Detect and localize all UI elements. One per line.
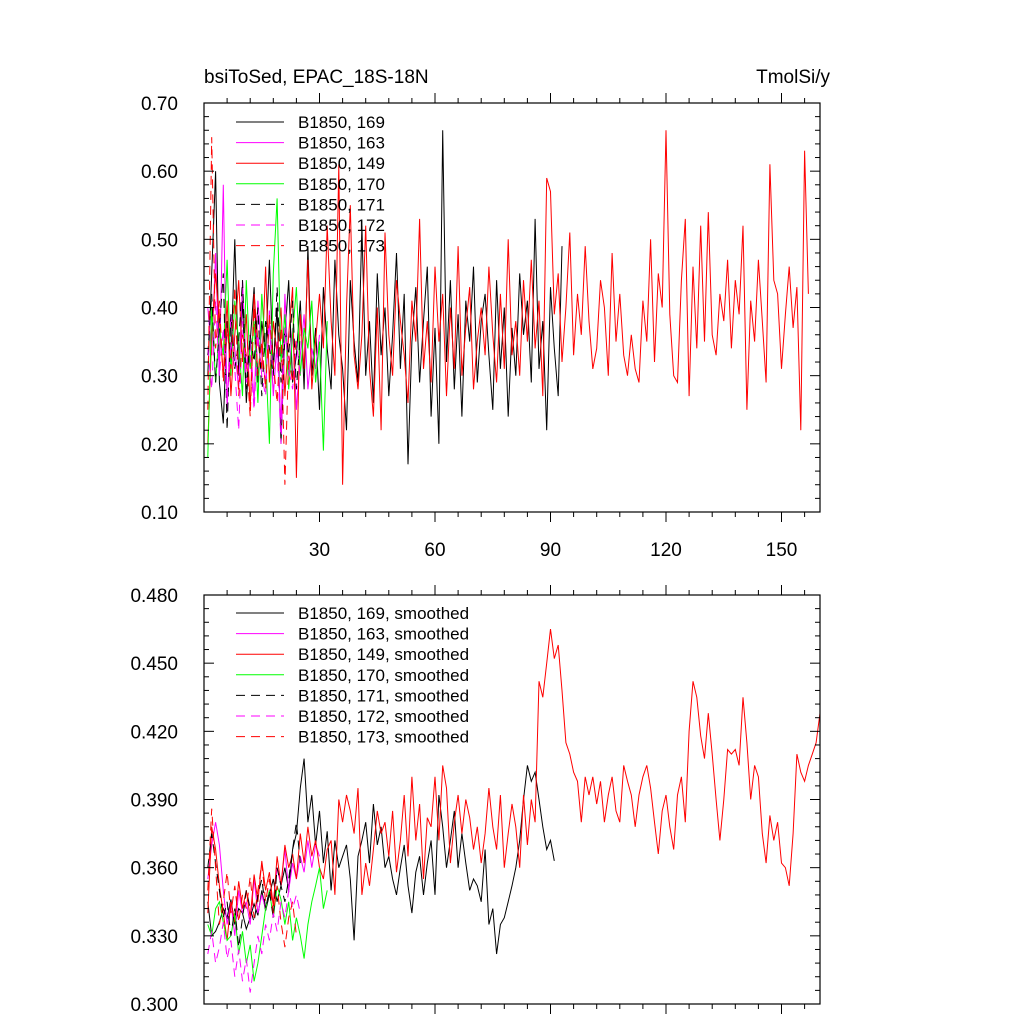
y-tick-label: 0.450 bbox=[130, 654, 178, 675]
series-line-4 bbox=[207, 198, 328, 458]
legend-label-6: B1850, 172, smoothed bbox=[298, 707, 469, 726]
series-line-5 bbox=[207, 822, 301, 948]
series-line-1 bbox=[207, 130, 563, 465]
series-line-7 bbox=[207, 808, 297, 948]
bottom-series-group bbox=[207, 629, 820, 993]
legend-label-1: B1850, 169 bbox=[298, 113, 385, 132]
y-tick-label: 0.10 bbox=[141, 503, 178, 524]
plot-frame bbox=[203, 102, 821, 513]
y-tick-label: 0.20 bbox=[141, 435, 178, 456]
legend-label-4: B1850, 170, smoothed bbox=[298, 666, 469, 685]
y-tick-label: 0.420 bbox=[130, 722, 178, 743]
series-line-4 bbox=[207, 867, 328, 982]
y-tick-label: 0.360 bbox=[130, 859, 178, 880]
series-line-6 bbox=[207, 890, 301, 993]
chart-title-right: TmolSi/y bbox=[756, 67, 830, 88]
legend-label-2: B1850, 163 bbox=[298, 134, 385, 153]
legend-label-2: B1850, 163, smoothed bbox=[298, 625, 469, 644]
top-axes: 0.10 0.20 0.30 0.40 0.50 0.60 0.70 30 60 90 120 150 bbox=[141, 93, 821, 561]
legend-label-5: B1850, 171, smoothed bbox=[298, 686, 469, 705]
series-line-6 bbox=[207, 300, 301, 444]
legend-label-7: B1850, 173, smoothed bbox=[298, 728, 469, 747]
legend-label-3: B1850, 149, smoothed bbox=[298, 645, 469, 664]
bottom-legend: B1850, 169, smoothed B1850, 163, smoothed… bbox=[236, 604, 469, 747]
x-tick-label: 90 bbox=[540, 540, 561, 561]
y-tick-label: 0.30 bbox=[141, 367, 178, 388]
series-line-3 bbox=[207, 130, 809, 485]
series-line-1 bbox=[207, 758, 555, 955]
y-tick-label: 0.390 bbox=[130, 791, 178, 812]
x-tick-label: 60 bbox=[424, 540, 445, 561]
x-tick-label: 150 bbox=[766, 540, 798, 561]
chart-title-left: bsiToSed, EPAC_18S-18N bbox=[204, 67, 429, 88]
series-line-7 bbox=[207, 137, 297, 485]
y-tick-label: 0.40 bbox=[141, 299, 178, 320]
bottom-panel: B1850, 169, smoothed B1850, 163, smoothed… bbox=[130, 585, 821, 1016]
y-tick-label: 0.60 bbox=[141, 162, 178, 183]
series-line-3 bbox=[207, 629, 820, 941]
y-tick-label: 0.480 bbox=[130, 586, 178, 607]
bottom-axes: 0.300 0.330 0.360 0.390 0.420 0.450 0.480 bbox=[130, 585, 821, 1016]
y-tick-label: 0.50 bbox=[141, 230, 178, 251]
legend-label-4: B1850, 170 bbox=[298, 175, 385, 194]
legend-label-3: B1850, 149 bbox=[298, 154, 385, 173]
x-tick-label: 120 bbox=[650, 540, 682, 561]
legend-label-1: B1850, 169, smoothed bbox=[298, 604, 469, 623]
series-line-5 bbox=[207, 273, 301, 431]
series-line-2 bbox=[207, 822, 320, 936]
top-series-group bbox=[207, 130, 809, 485]
legend-label-7: B1850, 173 bbox=[298, 237, 385, 256]
y-tick-label: 0.330 bbox=[130, 927, 178, 948]
y-tick-label: 0.70 bbox=[141, 94, 178, 115]
legend-label-5: B1850, 171 bbox=[298, 195, 385, 214]
plot-frame bbox=[203, 594, 821, 1005]
legend-label-6: B1850, 172 bbox=[298, 216, 385, 235]
top-panel: bsiToSed, EPAC_18S-18N TmolSi/y B1850, 1… bbox=[141, 67, 830, 561]
x-tick-label: 30 bbox=[309, 540, 330, 561]
y-tick-label: 0.300 bbox=[130, 995, 178, 1016]
